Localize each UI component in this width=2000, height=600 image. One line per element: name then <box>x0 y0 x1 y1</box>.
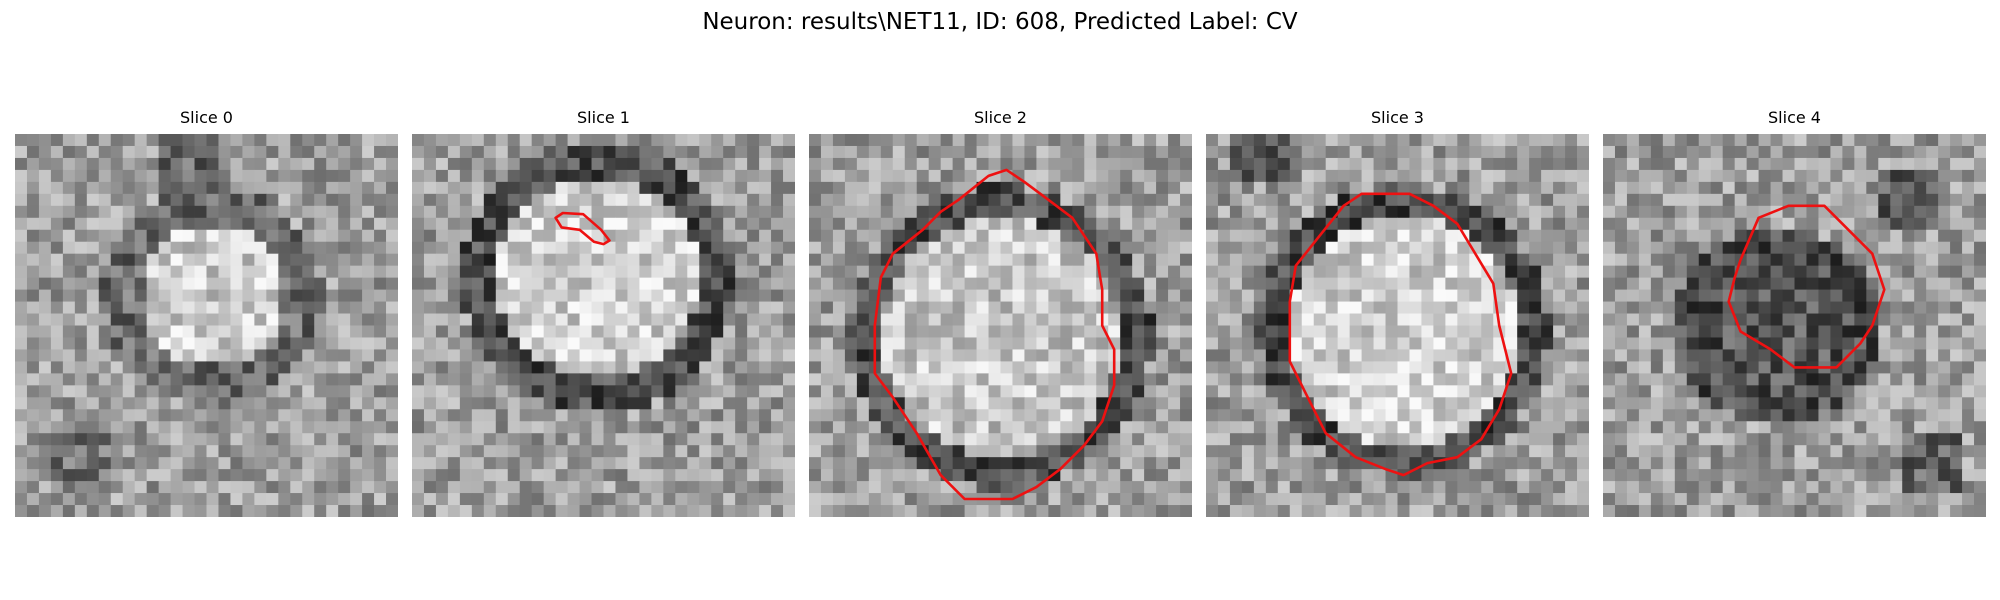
contour-outline-4 <box>1727 204 1886 369</box>
contour-outline-2 <box>873 168 1116 501</box>
figure-title: Neuron: results\NET11, ID: 608, Predicte… <box>702 9 1298 35</box>
slice-image-1 <box>412 134 795 517</box>
slice-panel-1: Slice 1 <box>412 108 795 517</box>
slice-title-4: Slice 4 <box>1768 108 1821 127</box>
slice-title-3: Slice 3 <box>1371 108 1424 127</box>
slice-image-2 <box>809 134 1192 517</box>
slice-panel-4: Slice 4 <box>1603 108 1986 517</box>
slice-panel-3: Slice 3 <box>1206 108 1589 517</box>
contour-outline-1 <box>554 211 611 246</box>
slice-image-0 <box>15 134 398 517</box>
slice-title-0: Slice 0 <box>180 108 233 127</box>
slice-panel-2: Slice 2 <box>809 108 1192 517</box>
slice-panel-0: Slice 0 <box>15 108 398 517</box>
contour-outline-3 <box>1288 192 1513 477</box>
slice-image-4 <box>1603 134 1986 517</box>
slice-title-2: Slice 2 <box>974 108 1027 127</box>
slice-title-1: Slice 1 <box>577 108 630 127</box>
slice-image-3 <box>1206 134 1589 517</box>
